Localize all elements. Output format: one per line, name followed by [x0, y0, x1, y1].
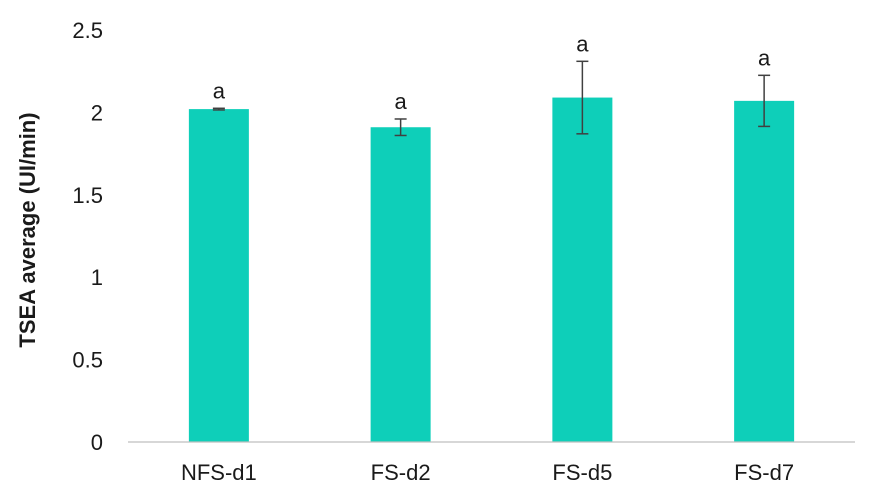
y-tick-label: 0.5: [72, 348, 103, 373]
y-tick-label: 2: [91, 100, 103, 125]
y-tick-label: 1: [91, 265, 103, 290]
category-labels-group: NFS-d1 FS-d2 FS-d5 FS-d7: [181, 460, 794, 485]
significance-label: a: [576, 31, 589, 56]
x-category-label: FS-d5: [552, 460, 612, 485]
significance-label: a: [758, 45, 771, 70]
x-category-label: FS-d2: [371, 460, 431, 485]
bar-fs-d5: [552, 97, 613, 443]
y-tick-label: 1.5: [72, 183, 103, 208]
bar-nfs-d1: [188, 109, 249, 442]
y-axis-title-group: TSEA average (UI/min): [15, 112, 40, 347]
bars-group: [188, 97, 795, 443]
error-bars-group: [212, 60, 771, 137]
y-tick-label: 0: [91, 430, 103, 455]
x-category-label: NFS-d1: [181, 460, 257, 485]
significance-label: a: [213, 78, 226, 103]
bar-fs-d7: [734, 100, 795, 442]
significance-label: a: [395, 89, 408, 114]
x-category-label: FS-d7: [734, 460, 794, 485]
y-axis-title: TSEA average (UI/min): [15, 112, 40, 347]
bar-fs-d2: [370, 127, 431, 443]
y-tick-label: 2.5: [72, 18, 103, 43]
y-axis-ticks: 0 0.5 1 1.5 2 2.5: [72, 18, 103, 455]
significance-labels-group: a a a a: [213, 31, 771, 114]
